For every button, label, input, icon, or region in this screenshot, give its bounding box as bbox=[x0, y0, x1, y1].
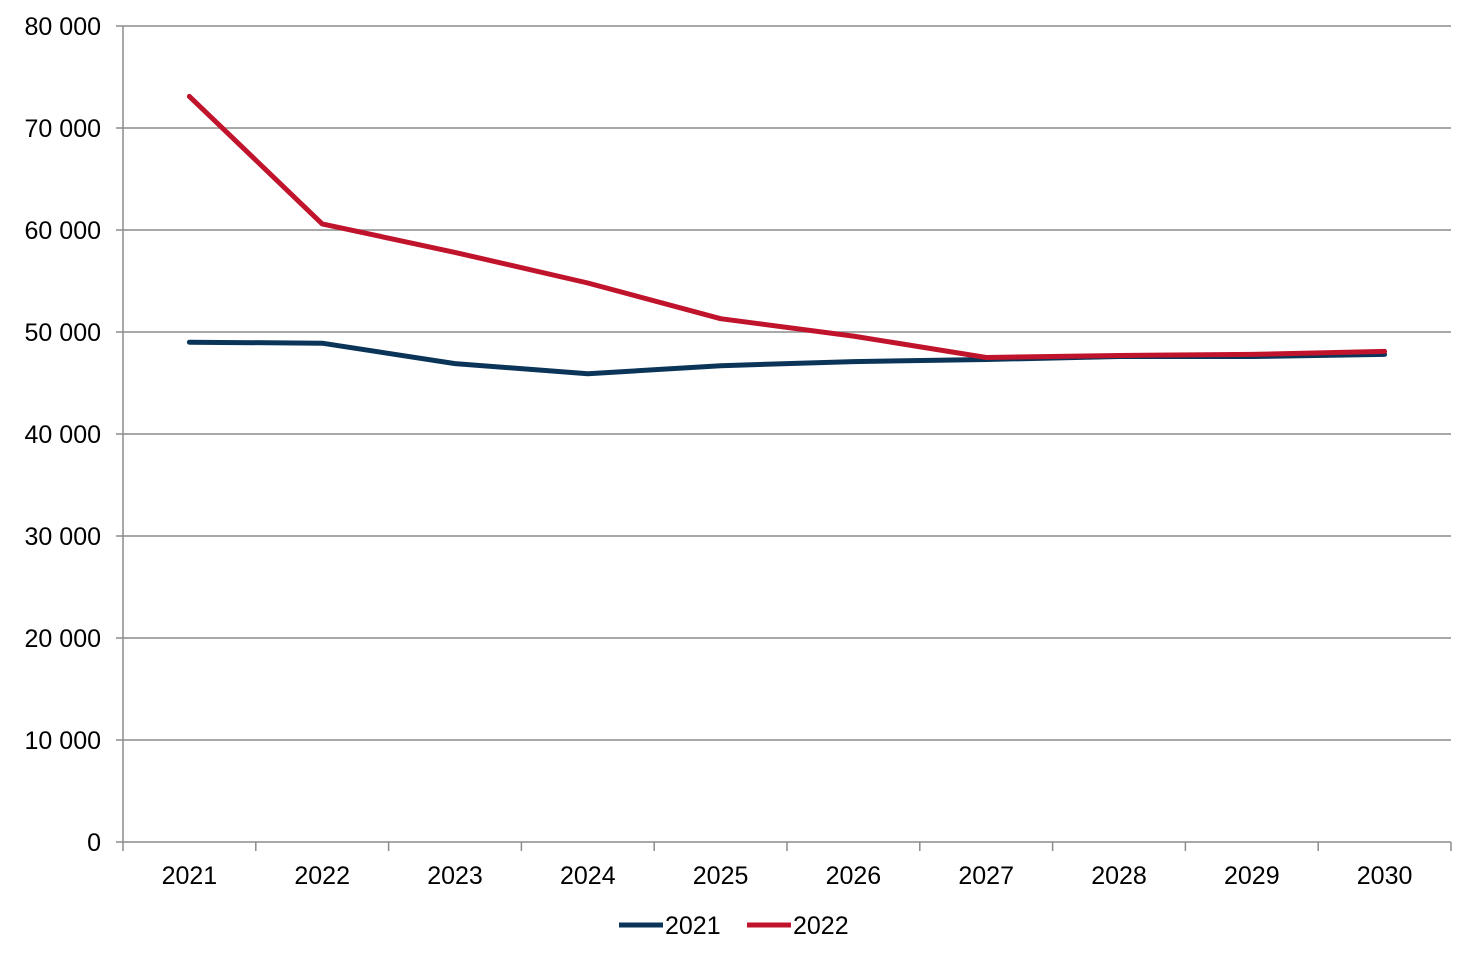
x-tick-label: 2026 bbox=[826, 862, 882, 890]
y-tick-label: 30 000 bbox=[25, 523, 101, 551]
y-tick-label: 60 000 bbox=[25, 217, 101, 245]
legend-item-2022: 2022 bbox=[747, 912, 849, 940]
x-tick-label: 2021 bbox=[162, 862, 218, 890]
gridlines bbox=[123, 25, 1451, 741]
series-lines bbox=[186, 93, 1388, 377]
y-axis-tick-labels: 0 10 000 20 000 30 000 40 000 50 000 60 000 70 … bbox=[25, 13, 101, 857]
x-tick-label: 2028 bbox=[1091, 862, 1147, 890]
legend-label: 2022 bbox=[793, 912, 849, 940]
x-axis-tick-labels: 2021 2022 2023 2024 2025 2026 2027 2028 2029 2030 bbox=[162, 862, 1413, 890]
x-tick-label: 2025 bbox=[693, 862, 749, 890]
y-tick-label: 10 000 bbox=[25, 727, 101, 755]
x-tick-label: 2023 bbox=[427, 862, 483, 890]
y-tick-label: 20 000 bbox=[25, 625, 101, 653]
y-tick-label: 50 000 bbox=[25, 319, 101, 347]
legend: 2021 2022 bbox=[619, 912, 849, 940]
y-tick-label: 80 000 bbox=[25, 13, 101, 41]
x-tick-label: 2024 bbox=[560, 862, 616, 890]
legend-item-2021: 2021 bbox=[619, 912, 721, 940]
x-tick-label: 2027 bbox=[958, 862, 1014, 890]
series-line-2021 bbox=[186, 339, 1388, 377]
x-tick-label: 2022 bbox=[294, 862, 350, 890]
x-tick-label: 2029 bbox=[1224, 862, 1280, 890]
x-tick-label: 2030 bbox=[1357, 862, 1413, 890]
y-tick-label: 0 bbox=[87, 829, 101, 857]
y-tick-label: 70 000 bbox=[25, 115, 101, 143]
legend-label: 2021 bbox=[665, 912, 721, 940]
axes bbox=[116, 25, 1452, 851]
series-line-2022 bbox=[186, 93, 1388, 360]
y-tick-label: 40 000 bbox=[25, 421, 101, 449]
